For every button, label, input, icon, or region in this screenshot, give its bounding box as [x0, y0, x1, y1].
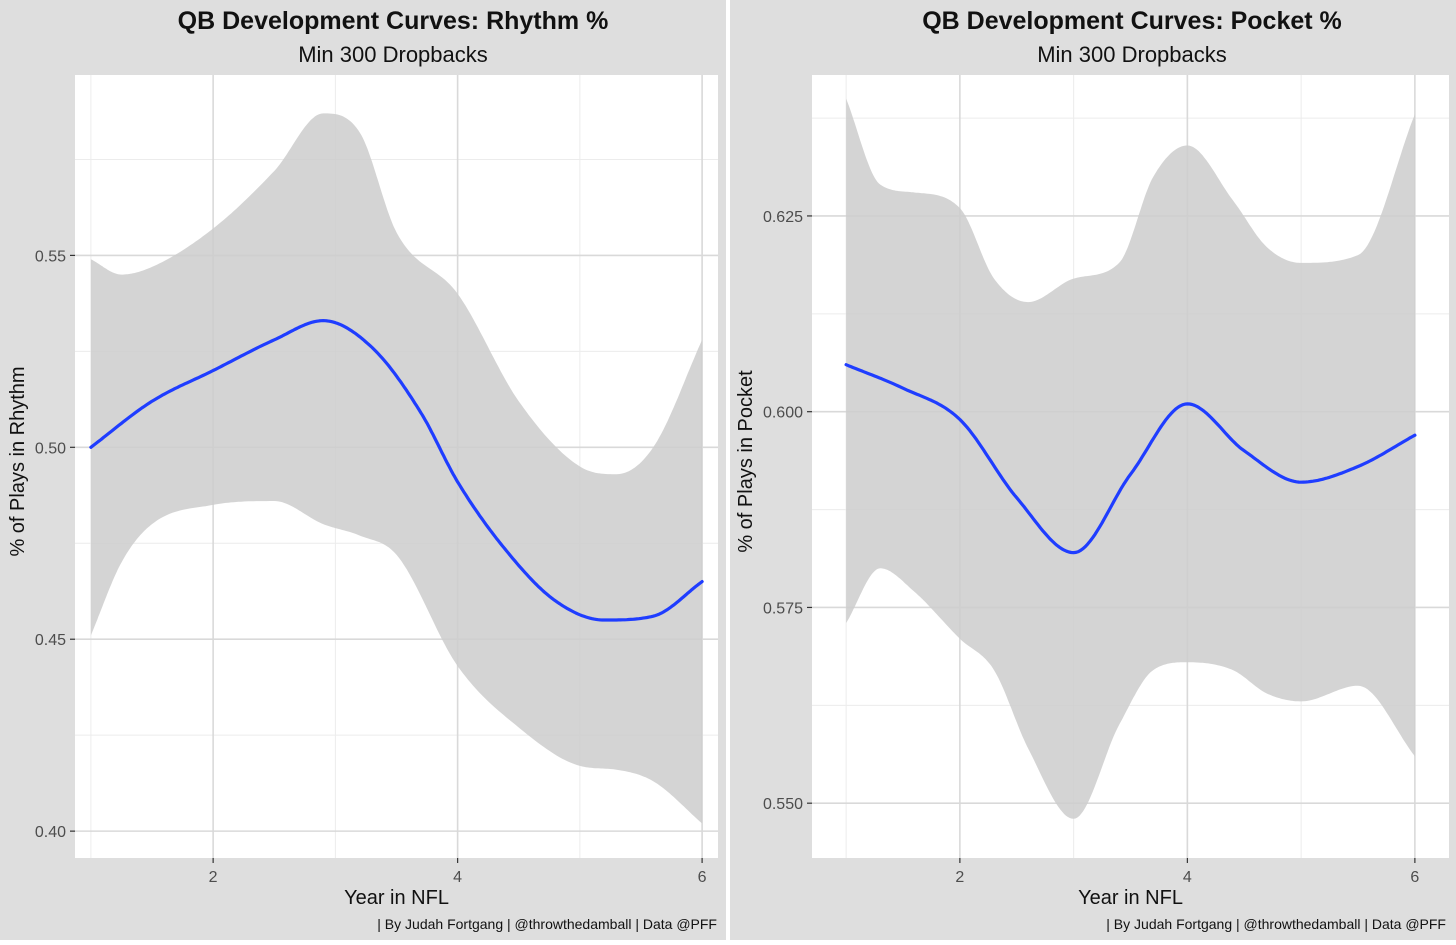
chart-panel-2: 0.550 0.575 0.600 0.625 2 4 6 QB Development Cu…	[730, 0, 1456, 940]
y-tick-label: 0.55	[35, 248, 66, 265]
chart-subtitle: Min 300 Dropbacks	[1037, 42, 1227, 67]
y-tick-label: 0.625	[763, 209, 803, 226]
series-line-1	[89, 319, 704, 622]
x-tick-label: 2	[209, 869, 218, 886]
y-tick-label: 0.600	[763, 405, 803, 422]
y-tick-label: 0.575	[763, 600, 803, 617]
chart-caption: | By Judah Fortgang | @throwthedamball |…	[377, 916, 717, 932]
chart-caption: | By Judah Fortgang | @throwthedamball |…	[1106, 916, 1446, 932]
chart-subtitle: Min 300 Dropbacks	[298, 42, 488, 67]
y-tick-label: 0.45	[35, 632, 66, 649]
y-axis-label: % of Plays in Rhythm	[7, 366, 29, 556]
confidence-band	[846, 98, 1415, 819]
x-axis-label: Year in NFL	[344, 887, 449, 909]
chart-panel-1: 0.40 0.45 0.50 0.55 2 4 6 QB Development Curves…	[0, 0, 726, 940]
x-tick-label: 6	[1410, 869, 1419, 886]
x-tick-label: 6	[698, 869, 707, 886]
y-tick-label: 0.550	[763, 796, 803, 813]
y-axis-label: % of Plays in Pocket	[735, 370, 757, 553]
chart-title: QB Development Curves: Rhythm %	[178, 7, 609, 35]
x-tick-label: 4	[453, 869, 462, 886]
y-tick-label: 0.50	[35, 440, 66, 457]
series-line-1	[844, 363, 1417, 555]
x-axis-label: Year in NFL	[1078, 887, 1183, 909]
x-tick-label: 2	[955, 869, 964, 886]
chart-title: QB Development Curves: Pocket %	[922, 7, 1342, 35]
x-tick-label: 4	[1183, 869, 1192, 886]
confidence-band	[90, 113, 703, 824]
y-tick-label: 0.40	[35, 824, 66, 841]
